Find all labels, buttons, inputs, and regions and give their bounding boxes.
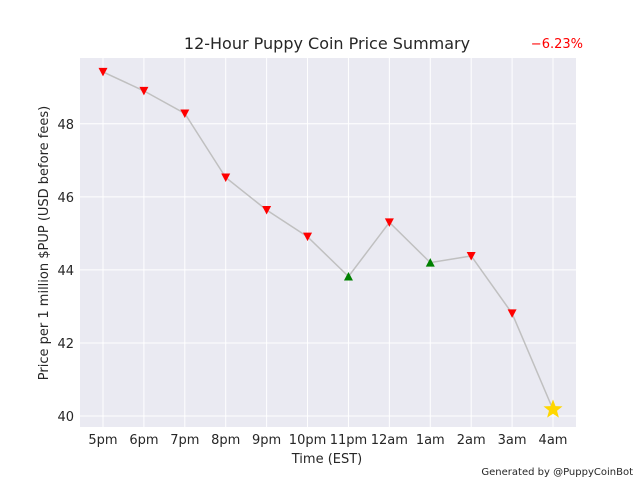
- x-tick-label: 12am: [371, 433, 408, 448]
- x-tick-label: 10pm: [289, 433, 326, 448]
- x-tick-label: 6pm: [129, 433, 158, 448]
- x-tick-label: 2am: [457, 433, 486, 448]
- y-tick-label: 46: [57, 191, 74, 206]
- price-line: [102, 71, 554, 410]
- x-tick-label: 9pm: [252, 433, 281, 448]
- chart-title: 12-Hour Puppy Coin Price Summary: [184, 34, 470, 53]
- current-price-star-marker: [543, 399, 563, 418]
- down-marker: [303, 232, 313, 242]
- y-axis-label: Price per 1 million $PUP (USD before fee…: [37, 106, 52, 380]
- down-marker: [466, 252, 476, 261]
- y-tick-label: 40: [57, 410, 74, 425]
- price-markers: [98, 67, 563, 418]
- horizontal-gridlines: [80, 123, 576, 417]
- vertical-gridlines: [102, 58, 554, 427]
- down-marker: [221, 173, 231, 182]
- x-tick-label: 3am: [498, 433, 527, 448]
- x-tick-label: 4am: [539, 433, 568, 448]
- y-tick-label: 42: [57, 337, 74, 352]
- y-tick-label: 48: [57, 118, 74, 133]
- x-axis-label: Time (EST): [291, 452, 363, 467]
- up-marker: [343, 271, 353, 281]
- down-marker: [507, 309, 517, 318]
- price-change-label: −6.23%: [531, 37, 583, 52]
- x-tick-label: 8pm: [211, 433, 240, 448]
- down-marker: [262, 205, 272, 215]
- x-tick-label: 5pm: [88, 433, 117, 448]
- x-tick-label: 7pm: [170, 433, 199, 448]
- down-marker: [98, 67, 108, 77]
- x-tick-label: 1am: [416, 433, 445, 448]
- x-tick-label: 11pm: [330, 433, 367, 448]
- down-marker: [139, 86, 149, 96]
- down-marker: [384, 218, 394, 227]
- up-marker: [425, 258, 435, 267]
- footer-credit: Generated by @PuppyCoinBot: [481, 467, 633, 478]
- y-tick-labels: 40 42 44 46 48: [57, 118, 74, 425]
- x-tick-labels: 5pm 6pm 7pm 8pm 9pm 10pm 11pm 12am 1am 2am 3am 4am: [88, 433, 567, 448]
- plot-area: [80, 58, 576, 427]
- price-series-line: [102, 71, 554, 410]
- y-tick-label: 44: [57, 264, 74, 279]
- down-marker: [180, 109, 190, 119]
